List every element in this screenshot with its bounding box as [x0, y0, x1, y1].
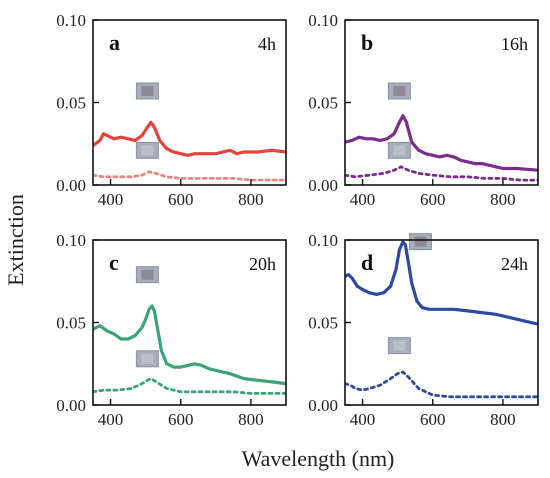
- x-tick-label: 800: [238, 190, 264, 209]
- panel-time-label: 24h: [501, 254, 528, 274]
- y-tick-label: 0.00: [56, 176, 86, 195]
- series-line-solid: [345, 240, 538, 326]
- panel-letter: b: [361, 30, 373, 55]
- x-tick-label: 800: [490, 190, 516, 209]
- series-line-solid: [93, 304, 286, 386]
- y-tick-label: 0.10: [308, 11, 338, 30]
- y-tick-label: 0.10: [56, 231, 86, 250]
- y-tick-label: 0.00: [56, 396, 86, 415]
- x-tick-label: 400: [350, 410, 376, 429]
- sample-thumbnail-inner: [393, 85, 406, 96]
- panel-letter: c: [109, 250, 119, 275]
- series-line-solid: [345, 114, 538, 172]
- series-line-dotted: [93, 170, 286, 182]
- y-tick-label: 0.05: [308, 314, 338, 333]
- y-tick-label: 0.05: [308, 94, 338, 113]
- x-tick-label: 400: [98, 190, 124, 209]
- x-tick-label: 400: [98, 410, 124, 429]
- panel-a: 400 600 800 0.00 0.05 0.10 a 4h: [56, 11, 287, 209]
- panel-letter: d: [361, 250, 373, 275]
- series-line-solid: [93, 120, 286, 157]
- y-tick-label: 0.10: [308, 231, 338, 250]
- x-tick-label: 800: [238, 410, 264, 429]
- y-axis-title: Extinction: [3, 194, 28, 286]
- x-tick-label: 600: [168, 410, 194, 429]
- sample-thumbnail-inner: [393, 145, 406, 156]
- x-axis-title: Wavelength (nm): [242, 446, 395, 471]
- x-tick-label: 600: [420, 410, 446, 429]
- sample-thumbnail-inner: [141, 269, 154, 280]
- y-tick-label: 0.05: [56, 314, 86, 333]
- sample-thumbnail-inner: [393, 340, 406, 351]
- sample-thumbnail-inner: [141, 353, 154, 364]
- x-tick-label: 600: [420, 190, 446, 209]
- panel-c: 400 600 800 0.00 0.05 0.10 c 20h: [56, 231, 287, 429]
- panel-time-label: 20h: [249, 254, 276, 274]
- panel-letter: a: [109, 30, 120, 55]
- x-tick-label: 400: [350, 190, 376, 209]
- series-line-dotted: [345, 370, 538, 399]
- panel-time-label: 16h: [501, 34, 528, 54]
- sample-thumbnail-inner: [141, 145, 154, 156]
- sample-thumbnail-inner: [414, 236, 427, 247]
- y-tick-label: 0.05: [56, 94, 86, 113]
- y-tick-label: 0.00: [308, 396, 338, 415]
- series-line-dotted: [345, 165, 538, 182]
- x-tick-label: 600: [168, 190, 194, 209]
- panel-b: 400 600 800 0.00 0.05 0.10 b 16h: [308, 11, 539, 209]
- panel-time-label: 4h: [258, 34, 276, 54]
- sample-thumbnail-inner: [141, 85, 154, 96]
- panels: 400 600 800 0.00 0.05 0.10 a 4h 400 600 800 0.00 0.0…: [56, 11, 539, 429]
- y-tick-label: 0.10: [56, 11, 86, 30]
- series-line-dotted: [93, 377, 286, 395]
- y-tick-label: 0.00: [308, 176, 338, 195]
- x-tick-label: 800: [490, 410, 516, 429]
- panel-d: 400 600 800 0.00 0.05 0.10 d 24h: [308, 231, 539, 429]
